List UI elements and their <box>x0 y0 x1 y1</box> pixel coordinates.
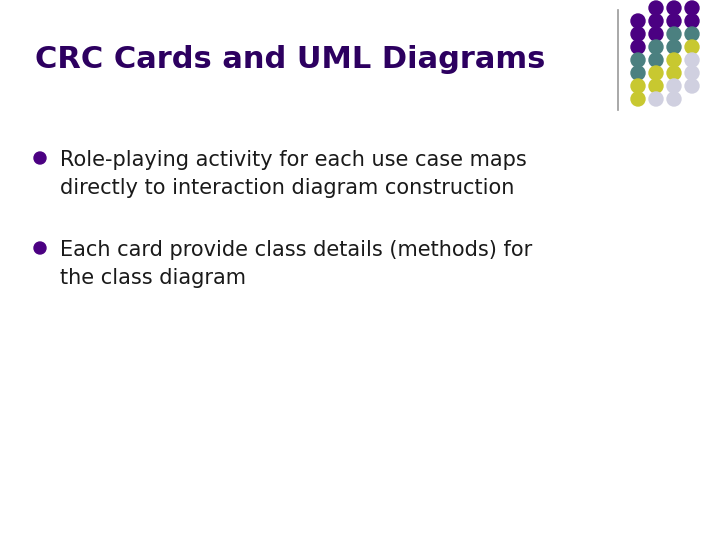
Circle shape <box>685 1 699 15</box>
Circle shape <box>667 79 681 93</box>
Circle shape <box>34 242 46 254</box>
Circle shape <box>631 66 645 80</box>
Circle shape <box>685 66 699 80</box>
Circle shape <box>667 14 681 28</box>
Text: Role-playing activity for each use case maps
directly to interaction diagram con: Role-playing activity for each use case … <box>60 150 527 198</box>
Circle shape <box>685 27 699 41</box>
Circle shape <box>667 27 681 41</box>
Circle shape <box>649 66 663 80</box>
Circle shape <box>667 53 681 67</box>
Circle shape <box>649 92 663 106</box>
Circle shape <box>649 27 663 41</box>
Circle shape <box>631 14 645 28</box>
Circle shape <box>667 1 681 15</box>
Circle shape <box>685 53 699 67</box>
Circle shape <box>649 40 663 54</box>
Circle shape <box>667 66 681 80</box>
Circle shape <box>649 14 663 28</box>
Circle shape <box>34 152 46 164</box>
Circle shape <box>631 40 645 54</box>
Circle shape <box>685 40 699 54</box>
Circle shape <box>667 92 681 106</box>
Circle shape <box>649 1 663 15</box>
Text: Each card provide class details (methods) for
the class diagram: Each card provide class details (methods… <box>60 240 532 288</box>
Circle shape <box>631 53 645 67</box>
Text: CRC Cards and UML Diagrams: CRC Cards and UML Diagrams <box>35 45 545 75</box>
Circle shape <box>631 92 645 106</box>
Circle shape <box>685 14 699 28</box>
Circle shape <box>649 79 663 93</box>
Circle shape <box>631 79 645 93</box>
Circle shape <box>649 53 663 67</box>
Circle shape <box>685 79 699 93</box>
Circle shape <box>631 27 645 41</box>
Circle shape <box>667 40 681 54</box>
